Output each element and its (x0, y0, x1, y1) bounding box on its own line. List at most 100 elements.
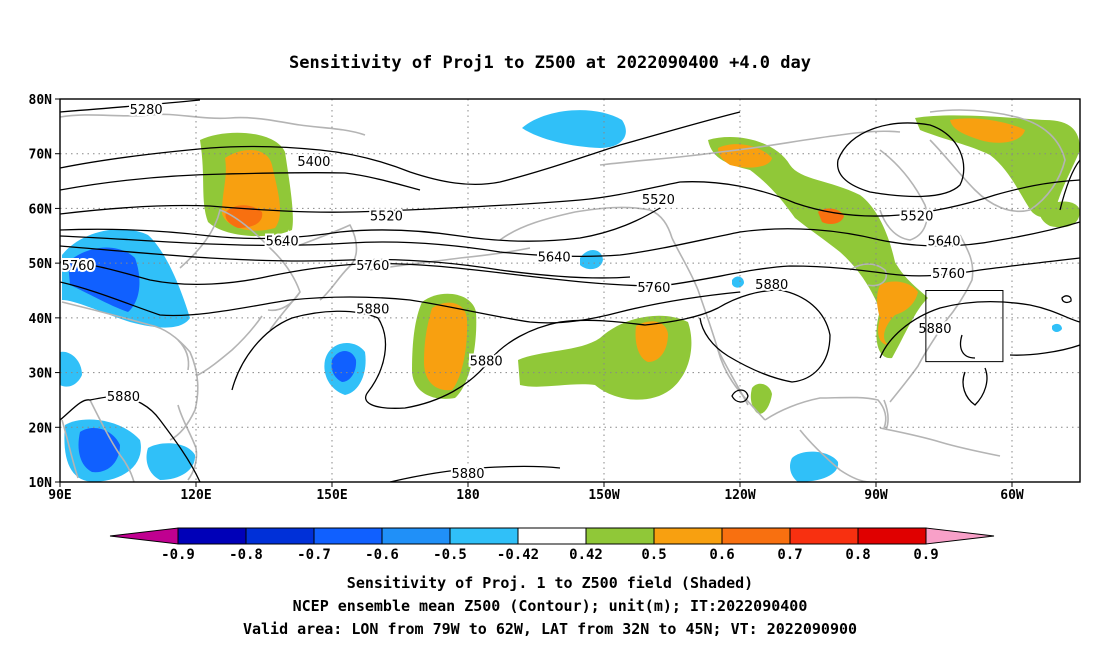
colorbar-label: -0.8 (229, 547, 263, 563)
x-tick-label: 120E (180, 488, 211, 503)
contour-5520-east (1059, 159, 1080, 211)
coast-hudson (879, 149, 928, 241)
colorbar-swatch (653, 527, 723, 545)
pos-shade-na-core3 (877, 281, 918, 345)
coast-na-east (889, 234, 974, 403)
contour-5880-south (60, 395, 201, 482)
valid-area-box (925, 290, 1004, 363)
contour-label: 5880 (107, 390, 140, 405)
coast-siberia-north (60, 113, 366, 136)
contour-label: 5760 (62, 259, 95, 274)
sensitivity-shading (60, 110, 1080, 482)
colorbar-swatch (381, 527, 451, 545)
colorbar-label: 0.7 (777, 547, 802, 563)
colorbar-label: -0.7 (297, 547, 331, 563)
coast-bay-bengal (61, 419, 79, 479)
colorbar-swatch (177, 527, 247, 545)
neg-shade-tropics (790, 451, 839, 482)
contour-5400-ring (837, 122, 965, 198)
contour-5880-b (879, 300, 1080, 359)
contour-label: 5280 (130, 103, 163, 118)
contour-labels: 5280 5400 5520 5520 5520 5640 5640 5640 5760 5760… (60, 101, 967, 484)
contour-5880-loop2 (1061, 295, 1072, 304)
x-tick-label: 90W (864, 488, 888, 503)
contour-label: 5880 (356, 303, 389, 318)
contour-label: 5640 (927, 234, 960, 249)
contour-5880-south-b (389, 465, 561, 482)
contour-5520-b (60, 207, 661, 242)
y-tick-label: 20N (29, 421, 53, 436)
coast-china (61, 301, 199, 441)
contour-5880-d (1009, 344, 1080, 356)
z500-contours (60, 99, 1080, 482)
contour-label: 5520 (642, 193, 675, 208)
contour-label: 5760 (356, 259, 389, 274)
neg-shade-east-dot (1052, 323, 1062, 332)
x-tick-label: 90E (48, 488, 71, 503)
colorbar-swatch (517, 527, 587, 545)
contour-label: 5760 (932, 267, 965, 282)
pos-shade-mexico (750, 383, 772, 414)
neg-shade-small (580, 249, 603, 270)
y-tick-label: 60N (29, 202, 53, 217)
colorbar-label: -0.9 (161, 547, 195, 563)
contour-5880-e (962, 367, 988, 406)
pos-shade-siberia-peak (225, 205, 263, 228)
x-tick-label: 150E (316, 488, 347, 503)
y-tick-label: 30N (29, 367, 53, 382)
coast-greenland (929, 109, 1066, 213)
contour-5520 (60, 179, 1080, 217)
neg-shade-midpac-core (331, 351, 357, 382)
y-tick-label: 80N (29, 93, 53, 108)
colorbar-label: -0.5 (433, 547, 467, 563)
coast-caribbean (879, 427, 1001, 457)
y-tick-label: 40N (29, 312, 53, 327)
pos-shade-na-band (708, 137, 928, 359)
contour-5400-b (60, 171, 421, 191)
contour-5760 (60, 257, 1080, 287)
map-frame (59, 98, 1081, 483)
contour-5400-a (60, 111, 741, 186)
coast-indochina (89, 399, 135, 482)
colorbar-label: 0.42 (569, 547, 603, 563)
caption-line-3: Valid area: LON from 79W to 62W, LAT fro… (243, 620, 857, 638)
contour-label: 5520 (370, 210, 403, 225)
contour-label: 5880 (755, 278, 788, 293)
y-tick-label: 70N (29, 148, 53, 163)
colorbar-label: -0.6 (365, 547, 399, 563)
colorbar-label: -0.42 (497, 547, 539, 563)
coast-kuril (269, 291, 301, 331)
coast-kamchatka (299, 224, 358, 301)
colorbar-swatch (313, 527, 383, 545)
pos-shade-greenland-core (950, 118, 1025, 143)
colorbar: -0.9 -0.8 -0.7 -0.6 -0.5 -0.42 0.42 0.5 0.6 0.7 0.… (109, 527, 995, 563)
coast-alaska (499, 206, 673, 241)
coast-aleutians (369, 247, 531, 271)
contour-label: 5640 (266, 234, 299, 249)
colorbar-swatch (245, 527, 315, 545)
x-tick-label: 60W (1000, 488, 1024, 503)
colorbar-swatch (857, 527, 927, 545)
contour-label: 5880 (470, 355, 503, 370)
pos-shade-na-core2 (818, 208, 844, 224)
graticule (60, 99, 1080, 482)
contour-5760-b (60, 281, 741, 324)
coast-florida (883, 399, 889, 431)
colorbar-label: 0.9 (913, 547, 938, 563)
coast-taiwan-phil (177, 404, 198, 481)
contour-label: 5520 (900, 210, 933, 225)
colorbar-arrow-right (925, 527, 995, 545)
coast-korea (177, 339, 190, 371)
pos-shade-dateline-core (424, 302, 468, 391)
pos-shade-greenland (915, 115, 1080, 218)
colorbar-swatch (721, 527, 791, 545)
pos-shade-eastpac-core (635, 321, 668, 362)
coast-na-arctic (599, 130, 901, 166)
colorbar-swatch (789, 527, 859, 545)
map-panel: 5280 5400 5520 5520 5520 5640 5640 5640 5760 5760… (29, 93, 1081, 503)
coast-greatlakes (849, 263, 887, 287)
y-tick-label: 50N (29, 257, 53, 272)
neg-shade-scs (146, 443, 196, 480)
contour-5880-loop (731, 389, 749, 403)
